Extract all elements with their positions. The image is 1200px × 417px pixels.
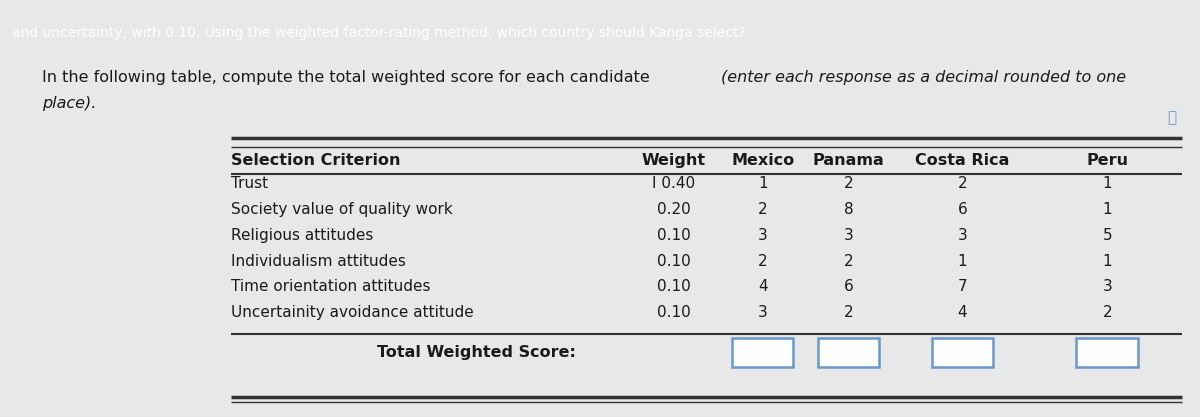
Text: 1: 1 [1103,254,1112,269]
Text: ⌖: ⌖ [1168,110,1176,125]
Text: 0.10: 0.10 [658,305,691,320]
Text: 2: 2 [844,305,853,320]
Text: 0.20: 0.20 [658,202,691,217]
Text: 1: 1 [958,254,967,269]
Text: 6: 6 [844,279,853,294]
Text: 2: 2 [758,202,768,217]
Text: Religious attitudes: Religious attitudes [230,228,373,243]
Text: 3: 3 [844,228,853,243]
Text: 2: 2 [844,254,853,269]
Text: 1: 1 [758,176,768,191]
Text: In the following table, compute the total weighted score for each candidate: In the following table, compute the tota… [42,70,654,85]
Text: Trust: Trust [230,176,268,191]
FancyBboxPatch shape [1076,338,1138,367]
Text: 3: 3 [958,228,967,243]
Text: 3: 3 [757,228,768,243]
Text: 0.10: 0.10 [658,228,691,243]
Text: 0.10: 0.10 [658,279,691,294]
Text: 4: 4 [958,305,967,320]
Text: I 0.40: I 0.40 [653,176,696,191]
Text: 1: 1 [1103,202,1112,217]
Text: 5: 5 [1103,228,1112,243]
Text: Total Weighted Score:: Total Weighted Score: [377,345,576,360]
Text: Society value of quality work: Society value of quality work [230,202,452,217]
Text: Selection Criterion: Selection Criterion [230,153,401,168]
Text: 2: 2 [958,176,967,191]
Text: Mexico: Mexico [731,153,794,168]
Text: 2: 2 [758,254,768,269]
Text: Panama: Panama [812,153,884,168]
Text: Time orientation attitudes: Time orientation attitudes [230,279,431,294]
Text: 2: 2 [1103,305,1112,320]
Text: 6: 6 [958,202,967,217]
Text: 2: 2 [844,176,853,191]
Text: Individualism attitudes: Individualism attitudes [230,254,406,269]
Text: 7: 7 [958,279,967,294]
Text: and uncertainty, with 0.10. Using the weighted factor-rating method, which count: and uncertainty, with 0.10. Using the we… [12,25,745,40]
Text: 1: 1 [1103,176,1112,191]
FancyBboxPatch shape [732,338,793,367]
Text: 0.10: 0.10 [658,254,691,269]
Text: (enter each response as a decimal rounded to one: (enter each response as a decimal rounde… [721,70,1127,85]
Text: 4: 4 [758,279,768,294]
FancyBboxPatch shape [817,338,880,367]
Text: place).: place). [42,96,96,111]
Text: 3: 3 [1103,279,1112,294]
Text: Peru: Peru [1086,153,1128,168]
Text: 3: 3 [757,305,768,320]
Text: 8: 8 [844,202,853,217]
Text: Costa Rica: Costa Rica [916,153,1009,168]
Text: Weight: Weight [642,153,706,168]
Text: Uncertainity avoidance attitude: Uncertainity avoidance attitude [230,305,474,320]
FancyBboxPatch shape [931,338,994,367]
